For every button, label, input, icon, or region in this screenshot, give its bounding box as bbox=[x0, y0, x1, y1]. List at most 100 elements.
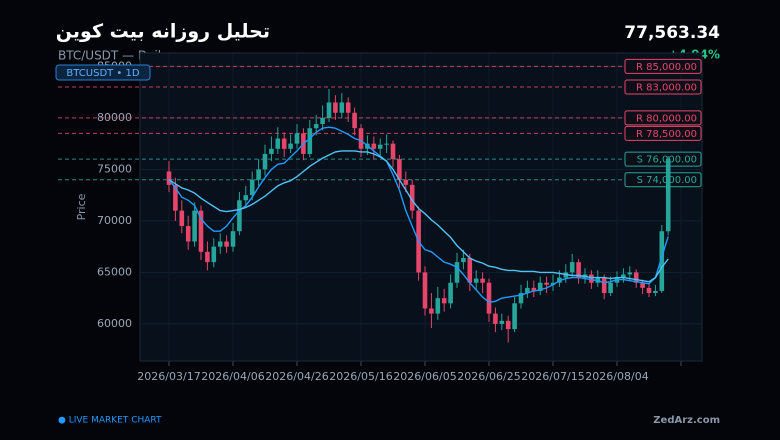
level-box bbox=[624, 151, 702, 167]
candle-body bbox=[589, 274, 594, 283]
candle-body bbox=[473, 278, 479, 283]
y-tick-label: 65000 bbox=[97, 265, 132, 278]
candle-body bbox=[448, 282, 453, 304]
candle-body bbox=[608, 282, 613, 294]
candle-body bbox=[224, 241, 229, 247]
candle-body bbox=[422, 272, 428, 309]
y-tick-label: 60000 bbox=[97, 317, 132, 330]
moving-average bbox=[168, 126, 669, 304]
candle-body bbox=[230, 231, 236, 247]
badge bbox=[55, 64, 151, 81]
candle-body bbox=[326, 102, 332, 118]
candle-body bbox=[518, 293, 524, 304]
candle-body bbox=[262, 153, 268, 170]
live-label: ● LIVE MARKET CHART bbox=[58, 416, 162, 426]
candle-body bbox=[313, 124, 319, 129]
candle-body bbox=[269, 148, 274, 154]
x-tick-label: 2026/07/15 bbox=[521, 370, 584, 383]
candle-body bbox=[185, 226, 191, 242]
candle-body bbox=[339, 102, 345, 113]
candle-body bbox=[659, 231, 665, 291]
x-tick-label: 2026/03/17 bbox=[137, 370, 200, 383]
candle-body bbox=[409, 184, 415, 211]
level-label: R 83,000.00 bbox=[636, 82, 697, 93]
x-tick-label: 2026/08/04 bbox=[585, 370, 648, 383]
candle-body bbox=[646, 287, 652, 294]
candle-body bbox=[505, 320, 511, 330]
candle-body bbox=[345, 102, 351, 113]
level-label: R 80,000.00 bbox=[636, 113, 697, 124]
candle-body bbox=[640, 282, 645, 288]
candle-body bbox=[653, 290, 658, 294]
x-tick-label: 2026/04/26 bbox=[265, 370, 328, 383]
candle-body bbox=[281, 138, 287, 149]
y-axis-label: Price bbox=[75, 193, 88, 220]
candle-body bbox=[480, 278, 485, 283]
candle-body bbox=[537, 282, 543, 291]
candle-body bbox=[205, 251, 210, 263]
candle-body bbox=[665, 159, 671, 232]
candle-body bbox=[429, 308, 434, 314]
candle-body bbox=[390, 143, 396, 160]
candle-body bbox=[307, 128, 313, 154]
level-label: R 85,000.00 bbox=[636, 62, 697, 73]
candle-body bbox=[461, 257, 466, 263]
level-box bbox=[624, 172, 702, 188]
candle-body bbox=[179, 210, 185, 227]
candle-body bbox=[237, 200, 242, 232]
candle-body bbox=[403, 179, 409, 185]
candle-body bbox=[173, 184, 178, 211]
y-tick-label: 70000 bbox=[97, 214, 132, 227]
candle-body bbox=[486, 282, 492, 314]
candle-body bbox=[243, 195, 249, 201]
candle-body bbox=[166, 171, 172, 185]
candle-body bbox=[467, 257, 473, 283]
x-tick-label: 2026/05/16 bbox=[329, 370, 392, 383]
level-box bbox=[624, 110, 702, 126]
candle-body bbox=[512, 303, 517, 330]
title: تحليل روزانه بيت كوين bbox=[56, 21, 270, 43]
candle-body bbox=[454, 262, 460, 283]
brand: ZedArz.com bbox=[653, 415, 720, 426]
candle-body bbox=[249, 179, 255, 196]
candle-body bbox=[544, 282, 549, 285]
candle-body bbox=[288, 143, 293, 149]
candle-body bbox=[294, 133, 300, 144]
plot-area bbox=[139, 52, 703, 362]
candle-body bbox=[441, 298, 447, 304]
candle-body bbox=[435, 298, 441, 314]
candle-body bbox=[531, 287, 537, 291]
candle-body bbox=[525, 287, 530, 294]
candle-body bbox=[217, 241, 223, 247]
candle-body bbox=[352, 112, 357, 129]
candle-body bbox=[320, 117, 325, 125]
candle-body bbox=[211, 246, 217, 263]
candle-body bbox=[499, 320, 505, 324]
x-tick-label: 2026/04/06 bbox=[201, 370, 264, 383]
moving-average bbox=[168, 150, 669, 283]
candle-body bbox=[397, 159, 402, 180]
y-tick-label: 75000 bbox=[97, 162, 132, 175]
candle-body bbox=[621, 274, 626, 278]
candle-body bbox=[358, 128, 364, 149]
candle-body bbox=[550, 282, 556, 285]
candle-body bbox=[576, 262, 581, 278]
candle-body bbox=[377, 144, 383, 149]
candle-body bbox=[198, 210, 204, 252]
candle-body bbox=[384, 143, 389, 145]
candle-body bbox=[601, 277, 607, 294]
candle-body bbox=[371, 143, 377, 149]
level-box bbox=[624, 125, 702, 141]
candle-body bbox=[627, 272, 633, 275]
level-label: R 78,500.00 bbox=[636, 129, 697, 140]
level-box bbox=[624, 79, 702, 95]
candle-body bbox=[633, 272, 639, 283]
candle-body bbox=[333, 102, 338, 113]
candle-body bbox=[256, 169, 261, 180]
candle-body bbox=[493, 313, 498, 324]
price: 77,563.34 bbox=[624, 23, 720, 43]
candle-body bbox=[569, 262, 575, 273]
x-tick-label: 2026/06/05 bbox=[393, 370, 456, 383]
x-tick-label: 2026/06/25 bbox=[457, 370, 520, 383]
